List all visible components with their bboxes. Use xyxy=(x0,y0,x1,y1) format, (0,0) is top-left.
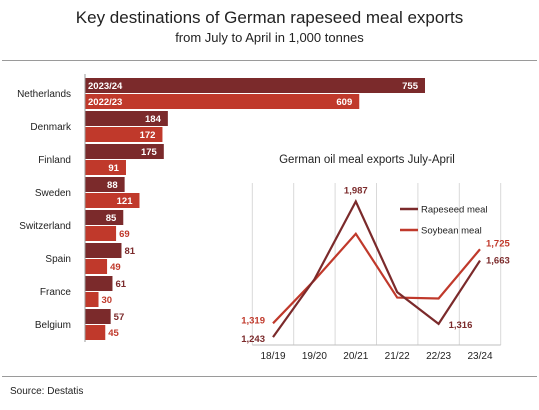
x-tick-label: 18/19 xyxy=(260,351,285,362)
bar-value-label: 69 xyxy=(119,229,130,240)
bar xyxy=(85,325,106,340)
category-label: Sweden xyxy=(35,188,71,199)
bar xyxy=(85,243,122,258)
x-tick-label: 22/23 xyxy=(426,351,451,362)
bar xyxy=(85,111,168,126)
x-tick-label: 23/24 xyxy=(467,351,492,362)
bar-value-label: 81 xyxy=(124,246,135,257)
category-label: France xyxy=(40,287,72,298)
legend-label: 2022/23 xyxy=(88,97,122,108)
series-line xyxy=(272,199,481,338)
bar xyxy=(85,276,113,291)
bar xyxy=(85,259,108,274)
category-label: Netherlands xyxy=(17,89,71,100)
bar xyxy=(85,78,425,93)
data-label: 1,319 xyxy=(241,315,265,326)
bar-chart: Netherlands 755 2023/24 609 2022/23 Denmark 18… xyxy=(17,74,425,342)
category-label: Spain xyxy=(45,254,71,265)
bar-value-label: 175 xyxy=(141,147,158,158)
bar xyxy=(85,226,117,241)
bar-value-label: 91 xyxy=(108,163,119,174)
category-label: Belgium xyxy=(35,320,71,331)
x-tick-label: 19/20 xyxy=(302,351,327,362)
bar-value-label: 609 xyxy=(336,97,352,108)
category-label: Switzerland xyxy=(19,221,71,232)
bar-value-label: 121 xyxy=(117,196,134,207)
bar-value-label: 45 xyxy=(108,328,119,339)
bar xyxy=(85,210,124,225)
bar-value-label: 57 xyxy=(114,312,125,323)
data-label: 1,663 xyxy=(486,256,510,267)
bar xyxy=(85,94,360,109)
bar xyxy=(85,309,111,324)
legend-label: Rapeseed meal xyxy=(421,205,488,216)
inset-title: German oil meal exports July-April xyxy=(279,154,455,166)
category-label: Denmark xyxy=(30,122,72,133)
bar xyxy=(85,193,140,208)
bar-value-label: 61 xyxy=(115,279,126,290)
bar xyxy=(85,177,125,192)
chart-subtitle: from July to April in 1,000 tonnes xyxy=(175,30,364,45)
bar xyxy=(85,160,126,175)
x-tick-label: 21/22 xyxy=(385,351,410,362)
bar-value-label: 30 xyxy=(102,295,113,306)
bar-value-label: 184 xyxy=(145,114,162,125)
chart-title: Key destinations of German rapeseed meal… xyxy=(75,8,464,27)
bar-value-label: 755 xyxy=(402,81,419,92)
bar xyxy=(85,144,164,159)
bar-value-label: 88 xyxy=(107,180,118,191)
data-label: 1,316 xyxy=(449,320,473,331)
bar xyxy=(85,127,163,142)
category-label: Finland xyxy=(38,155,71,166)
data-label: 1,725 xyxy=(486,238,510,249)
bar-value-label: 85 xyxy=(106,213,117,224)
bar xyxy=(85,292,99,307)
bottom-divider xyxy=(2,376,537,377)
legend-label: Soybean meal xyxy=(421,226,482,237)
data-label: 1,243 xyxy=(241,334,265,345)
top-divider xyxy=(2,60,537,61)
line-chart-inset: German oil meal exports July-April 18/19 1… xyxy=(241,154,510,362)
bar-value-label: 49 xyxy=(110,262,121,273)
data-label: 1,987 xyxy=(344,185,368,196)
x-tick-label: 20/21 xyxy=(343,351,368,362)
legend-label: 2023/24 xyxy=(88,81,123,92)
source-note: Source: Destatis xyxy=(10,386,84,397)
bar-value-label: 172 xyxy=(140,130,156,141)
